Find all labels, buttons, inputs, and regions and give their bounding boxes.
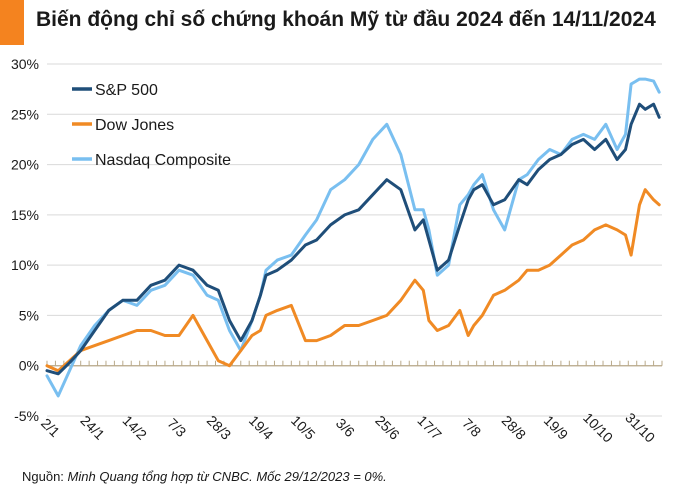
x-tick-label: 19/9 xyxy=(541,412,572,443)
y-tick-label: 0% xyxy=(19,358,39,374)
x-tick-label: 24/1 xyxy=(77,412,108,443)
legend-label: S&P 500 xyxy=(95,82,158,99)
x-tick-label: 25/6 xyxy=(372,412,403,443)
x-tick-label: 17/7 xyxy=(414,412,445,443)
legend-label: Dow Jones xyxy=(95,117,174,134)
series-line-s-p-500 xyxy=(45,102,661,376)
y-tick-label: 20% xyxy=(11,157,39,173)
y-tick-label: 5% xyxy=(19,307,39,323)
title-bar: Biến động chỉ số chứng khoán Mỹ từ đầu 2… xyxy=(0,0,700,45)
y-tick-label: -5% xyxy=(14,408,39,424)
x-tick-label: 7/8 xyxy=(459,415,484,440)
x-tick-label: 2/1 xyxy=(38,415,63,440)
source-text: Minh Quang tổng hợp từ CNBC. Mốc 29/12/2… xyxy=(67,469,387,484)
x-tick-label: 28/8 xyxy=(499,412,530,443)
legend-label: Nasdaq Composite xyxy=(95,152,231,169)
chart-title: Biến động chỉ số chứng khoán Mỹ từ đầu 2… xyxy=(36,8,656,31)
x-tick-label: 10/5 xyxy=(288,412,319,443)
x-tick-label: 19/4 xyxy=(246,412,277,443)
y-tick-label: 15% xyxy=(11,207,39,223)
source-note: Nguồn: Minh Quang tổng hợp từ CNBC. Mốc … xyxy=(22,469,387,484)
y-tick-label: 25% xyxy=(11,106,39,122)
x-axis: 2/1 24/1 14/2 7/3 28/3 19/4 10/5 3/6 25/6 17/7 7/8… xyxy=(38,360,663,446)
x-tick-label: 3/6 xyxy=(333,415,358,440)
x-tick-label: 10/10 xyxy=(580,409,616,445)
line-chart: -5% 0% 5% 10% 15% 20% 25% 30% 2/1 24/1 14/2 7/3 28/… xyxy=(11,56,663,446)
source-prefix: Nguồn: xyxy=(22,469,68,484)
series-lines xyxy=(45,77,661,398)
series-line-nasdaq-composite xyxy=(45,77,661,398)
title-accent-bar xyxy=(0,0,24,45)
y-axis: -5% 0% 5% 10% 15% 20% 25% 30% xyxy=(11,56,39,424)
x-tick-label: 31/10 xyxy=(622,409,658,445)
x-tick-label: 7/3 xyxy=(164,415,189,440)
legend: S&P 500 Dow Jones Nasdaq Composite xyxy=(72,82,231,169)
y-tick-label: 10% xyxy=(11,257,39,273)
x-tick-label: 28/3 xyxy=(204,412,235,443)
series-line-dow-jones xyxy=(45,188,661,373)
x-tick-label: 14/2 xyxy=(119,412,150,443)
y-tick-label: 30% xyxy=(11,56,39,72)
